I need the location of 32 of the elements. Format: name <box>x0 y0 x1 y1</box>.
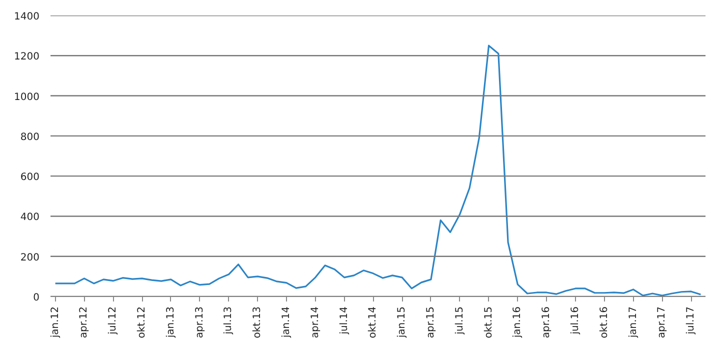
y-tick-label: 1400 <box>14 12 40 22</box>
y-tick-label: 400 <box>20 212 40 224</box>
x-tick-label: jul.12 <box>108 306 119 336</box>
x-tick-label: jul.15 <box>454 306 466 336</box>
x-tick-label: apr.16 <box>541 306 552 338</box>
x-tick-label: jul.16 <box>570 306 581 336</box>
y-tick-label: 600 <box>20 172 40 184</box>
x-tick-label: okt.12 <box>136 306 148 338</box>
x-tick-label: jan.15 <box>396 306 408 339</box>
x-tick-label: jan.17 <box>628 306 639 339</box>
x-tick-label: jan.12 <box>50 306 61 339</box>
x-tick-label: apr.14 <box>310 306 321 338</box>
x-tick-label: apr.17 <box>656 306 668 338</box>
x-tick-label: apr.15 <box>425 306 436 338</box>
x-tick-label: apr.13 <box>194 306 206 338</box>
x-tick-label: okt.16 <box>598 306 610 338</box>
x-tick-label: okt.13 <box>252 306 264 338</box>
line-series <box>54 44 702 296</box>
x-tick-label: okt.15 <box>483 306 494 338</box>
x-tick-label: apr.12 <box>78 306 90 338</box>
x-tick-label: jan.16 <box>512 306 524 339</box>
x-tick-label: jul.13 <box>223 306 234 336</box>
y-tick-label: 0 <box>33 292 40 304</box>
y-tick-label: 800 <box>20 132 40 143</box>
x-tick-label: jan.14 <box>280 306 292 339</box>
x-tick-label: okt.14 <box>368 306 379 338</box>
x-tick-label: jul.17 <box>686 306 697 336</box>
y-tick-label: 200 <box>20 252 40 264</box>
y-tick-label: 1000 <box>14 92 40 103</box>
x-tick-label: jan.13 <box>165 306 176 339</box>
x-tick-label: jul.14 <box>338 306 350 336</box>
y-tick-label: 1200 <box>14 52 40 63</box>
